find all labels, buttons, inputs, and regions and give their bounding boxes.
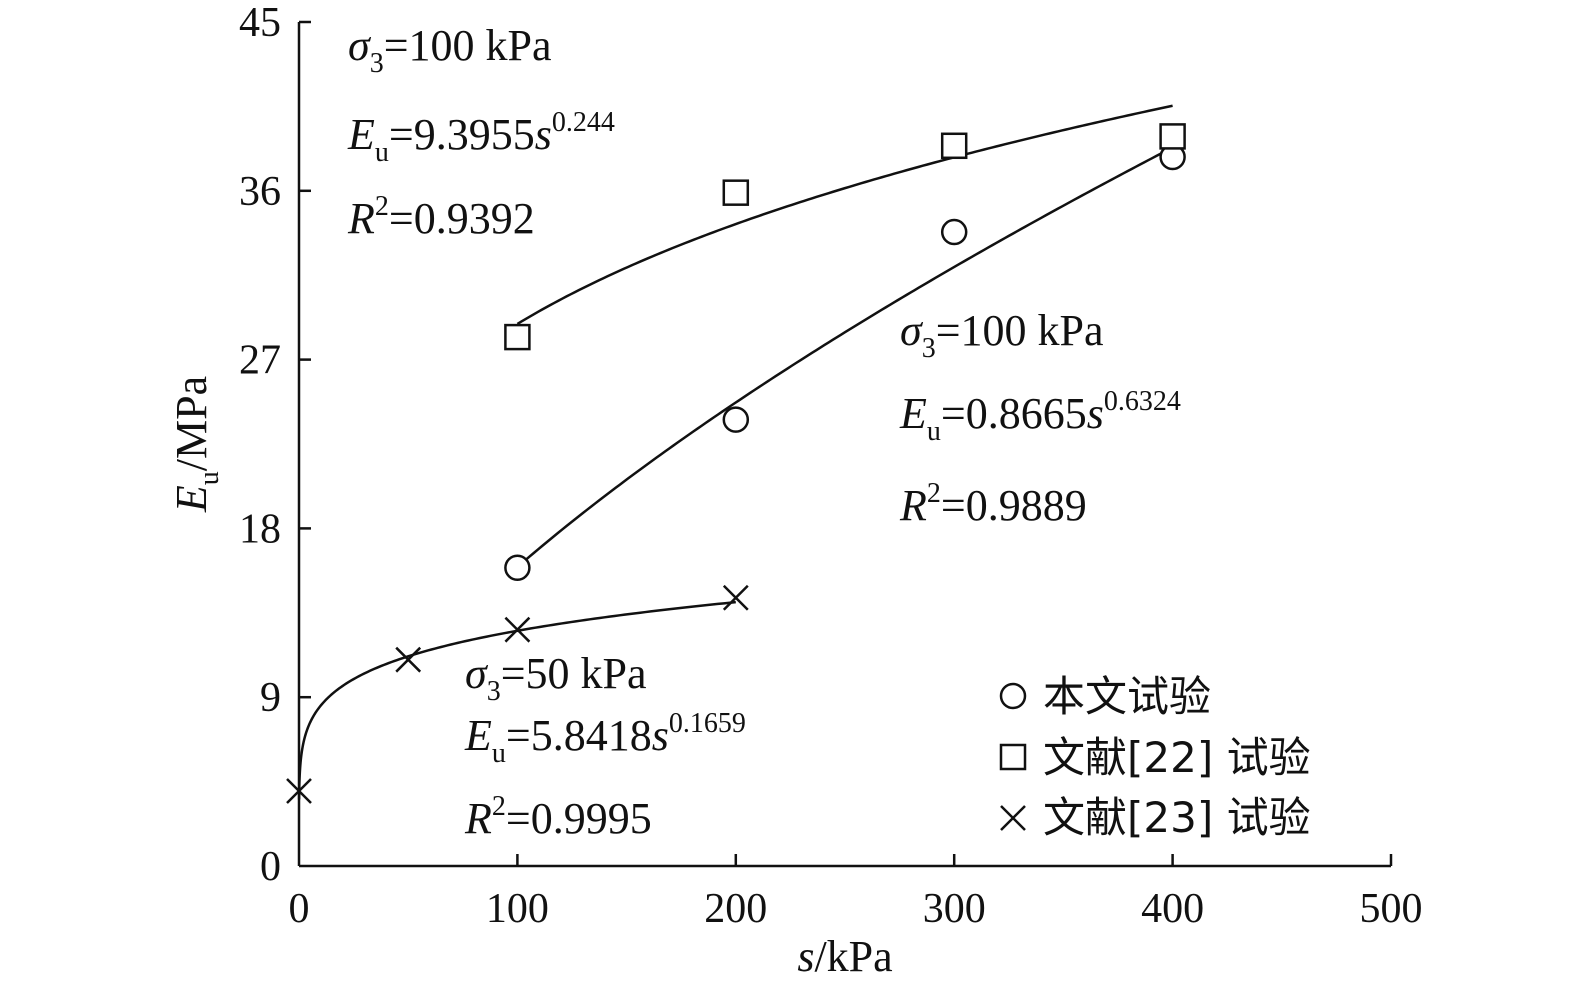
annotation-3-equation: Eu=5.8418s0.1659	[464, 708, 746, 769]
legend-item-x: 文献[23] 试验	[1000, 793, 1311, 842]
x-tick-label: 300	[923, 886, 986, 932]
x-axis-label: s/kPa	[797, 932, 892, 981]
legend-square-marker	[999, 743, 1027, 771]
axes	[297, 22, 1391, 868]
data-point-square	[504, 323, 531, 351]
x-tick-label: 400	[1141, 886, 1204, 932]
data-point-square	[1159, 123, 1186, 150]
annotation-1-equation: Eu=9.3955s0.244	[347, 107, 615, 168]
annotation-2-equation: Eu=0.8665s0.6324	[899, 386, 1181, 447]
legend-circle-marker	[999, 682, 1027, 710]
legend: 本文试验 文献[22] 试验 文献[23] 试验	[999, 672, 1311, 842]
y-tick-label: 9	[260, 675, 281, 721]
x-tick-label: 0	[289, 886, 310, 932]
y-axis-label: Eu/MPa	[167, 376, 225, 513]
annotation-1-sigma: σ3=100 kPa	[348, 21, 552, 79]
annotation-3-sigma: σ3=50 kPa	[465, 649, 647, 707]
y-tick-label: 45	[239, 0, 281, 46]
ticks: 0 100 200 300 400 500 0 9 18 27 36 45	[239, 0, 1423, 932]
annotation-fit-1: σ3=100 kPa Eu=9.3955s0.244 R2=0.9392	[347, 21, 615, 243]
data-point-circle	[940, 218, 968, 246]
annotation-2-r2: R2=0.9889	[899, 478, 1087, 530]
annotation-fit-3: σ3=50 kPa Eu=5.8418s0.1659 R2=0.9995	[464, 649, 746, 843]
data-point-x	[286, 778, 312, 804]
annotation-fit-2: σ3=100 kPa Eu=0.8665s0.6324 R2=0.9889	[899, 306, 1181, 530]
data-point-x	[395, 646, 422, 673]
annotation-1-r2: R2=0.9392	[347, 191, 535, 243]
annotation-2-sigma: σ3=100 kPa	[900, 306, 1104, 364]
legend-item-circle: 本文试验	[999, 672, 1211, 721]
data-point-circle	[722, 406, 750, 433]
y-tick-label: 18	[239, 506, 281, 552]
data-point-x	[722, 584, 749, 611]
x-tick-label: 200	[704, 886, 767, 932]
legend-x-marker	[1000, 805, 1026, 831]
fit-curve-3	[297, 600, 736, 800]
x-tick-label: 500	[1360, 886, 1423, 932]
fit-curve-2	[516, 104, 1173, 326]
annotation-3-r2: R2=0.9995	[464, 791, 652, 843]
legend-label: 文献[22] 试验	[1043, 733, 1311, 782]
data-point-square	[940, 132, 968, 160]
x-tick-label: 100	[486, 886, 549, 932]
data-point-square	[722, 179, 750, 206]
y-tick-label: 36	[239, 169, 281, 215]
y-tick-label: 0	[260, 844, 281, 890]
legend-label: 文献[23] 试验	[1043, 793, 1311, 842]
data-points	[286, 123, 1186, 804]
data-point-x	[504, 616, 531, 643]
legend-item-square: 文献[22] 试验	[999, 733, 1311, 782]
fit-curve-1	[516, 146, 1174, 568]
fit-curves	[297, 104, 1174, 800]
y-tick-label: 27	[239, 338, 281, 384]
data-point-circle	[504, 554, 531, 582]
legend-label: 本文试验	[1043, 672, 1211, 721]
